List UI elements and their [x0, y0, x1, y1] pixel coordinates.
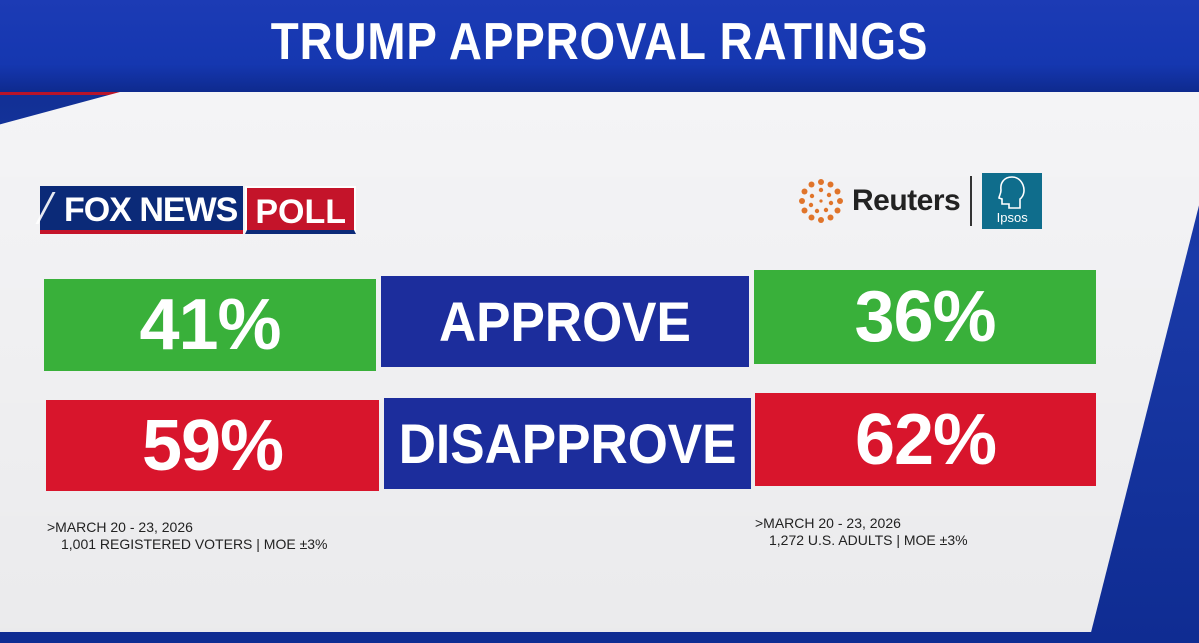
reuters-footnote-sample: 1,272 U.S. ADULTS | MOE ±3%: [769, 532, 968, 548]
reuters-approve-value: 36%: [754, 270, 1096, 364]
reuters-ipsos-logo: Reuters Ipsos: [798, 173, 1043, 229]
fox-news-wordmark: FOX NEWS: [35, 186, 244, 234]
disapprove-label-box: DISAPPROVE: [384, 398, 751, 489]
fox-news-poll-logo: FOX NEWS POLL: [35, 186, 357, 234]
ipsos-head-icon: [998, 176, 1026, 209]
disapprove-label: DISAPPROVE: [398, 412, 737, 475]
logo-divider: [970, 176, 973, 226]
approve-label: APPROVE: [439, 290, 691, 353]
ipsos-text: Ipsos: [996, 210, 1028, 225]
reuters-footnote: >MARCH 20 - 23, 2026 1,272 U.S. ADULTS |…: [755, 515, 968, 549]
reuters-footnote-dates: >MARCH 20 - 23, 2026: [755, 515, 901, 531]
page-title: TRUMP APPROVAL RATINGS: [270, 13, 929, 71]
poll-wordmark: POLL: [245, 186, 357, 234]
ipsos-logo: Ipsos: [982, 173, 1043, 229]
fox-news-text: FOX NEWS: [64, 191, 238, 229]
header-band: TRUMP APPROVAL RATINGS: [0, 0, 1199, 95]
approve-label-box: APPROVE: [381, 276, 749, 367]
fox-footnote-sample: 1,001 REGISTERED VOTERS | MOE ±3%: [61, 536, 328, 552]
fox-footnote-dates: >MARCH 20 - 23, 2026: [47, 519, 193, 535]
fox-approve-value: 41%: [44, 279, 376, 371]
reuters-dots-icon: [799, 179, 843, 223]
fox-disapprove-value: 59%: [46, 400, 379, 491]
reuters-disapprove-value: 62%: [755, 393, 1096, 486]
reuters-wordmark: Reuters: [852, 184, 961, 217]
fox-footnote: >MARCH 20 - 23, 2026 1,001 REGISTERED VO…: [47, 519, 328, 553]
